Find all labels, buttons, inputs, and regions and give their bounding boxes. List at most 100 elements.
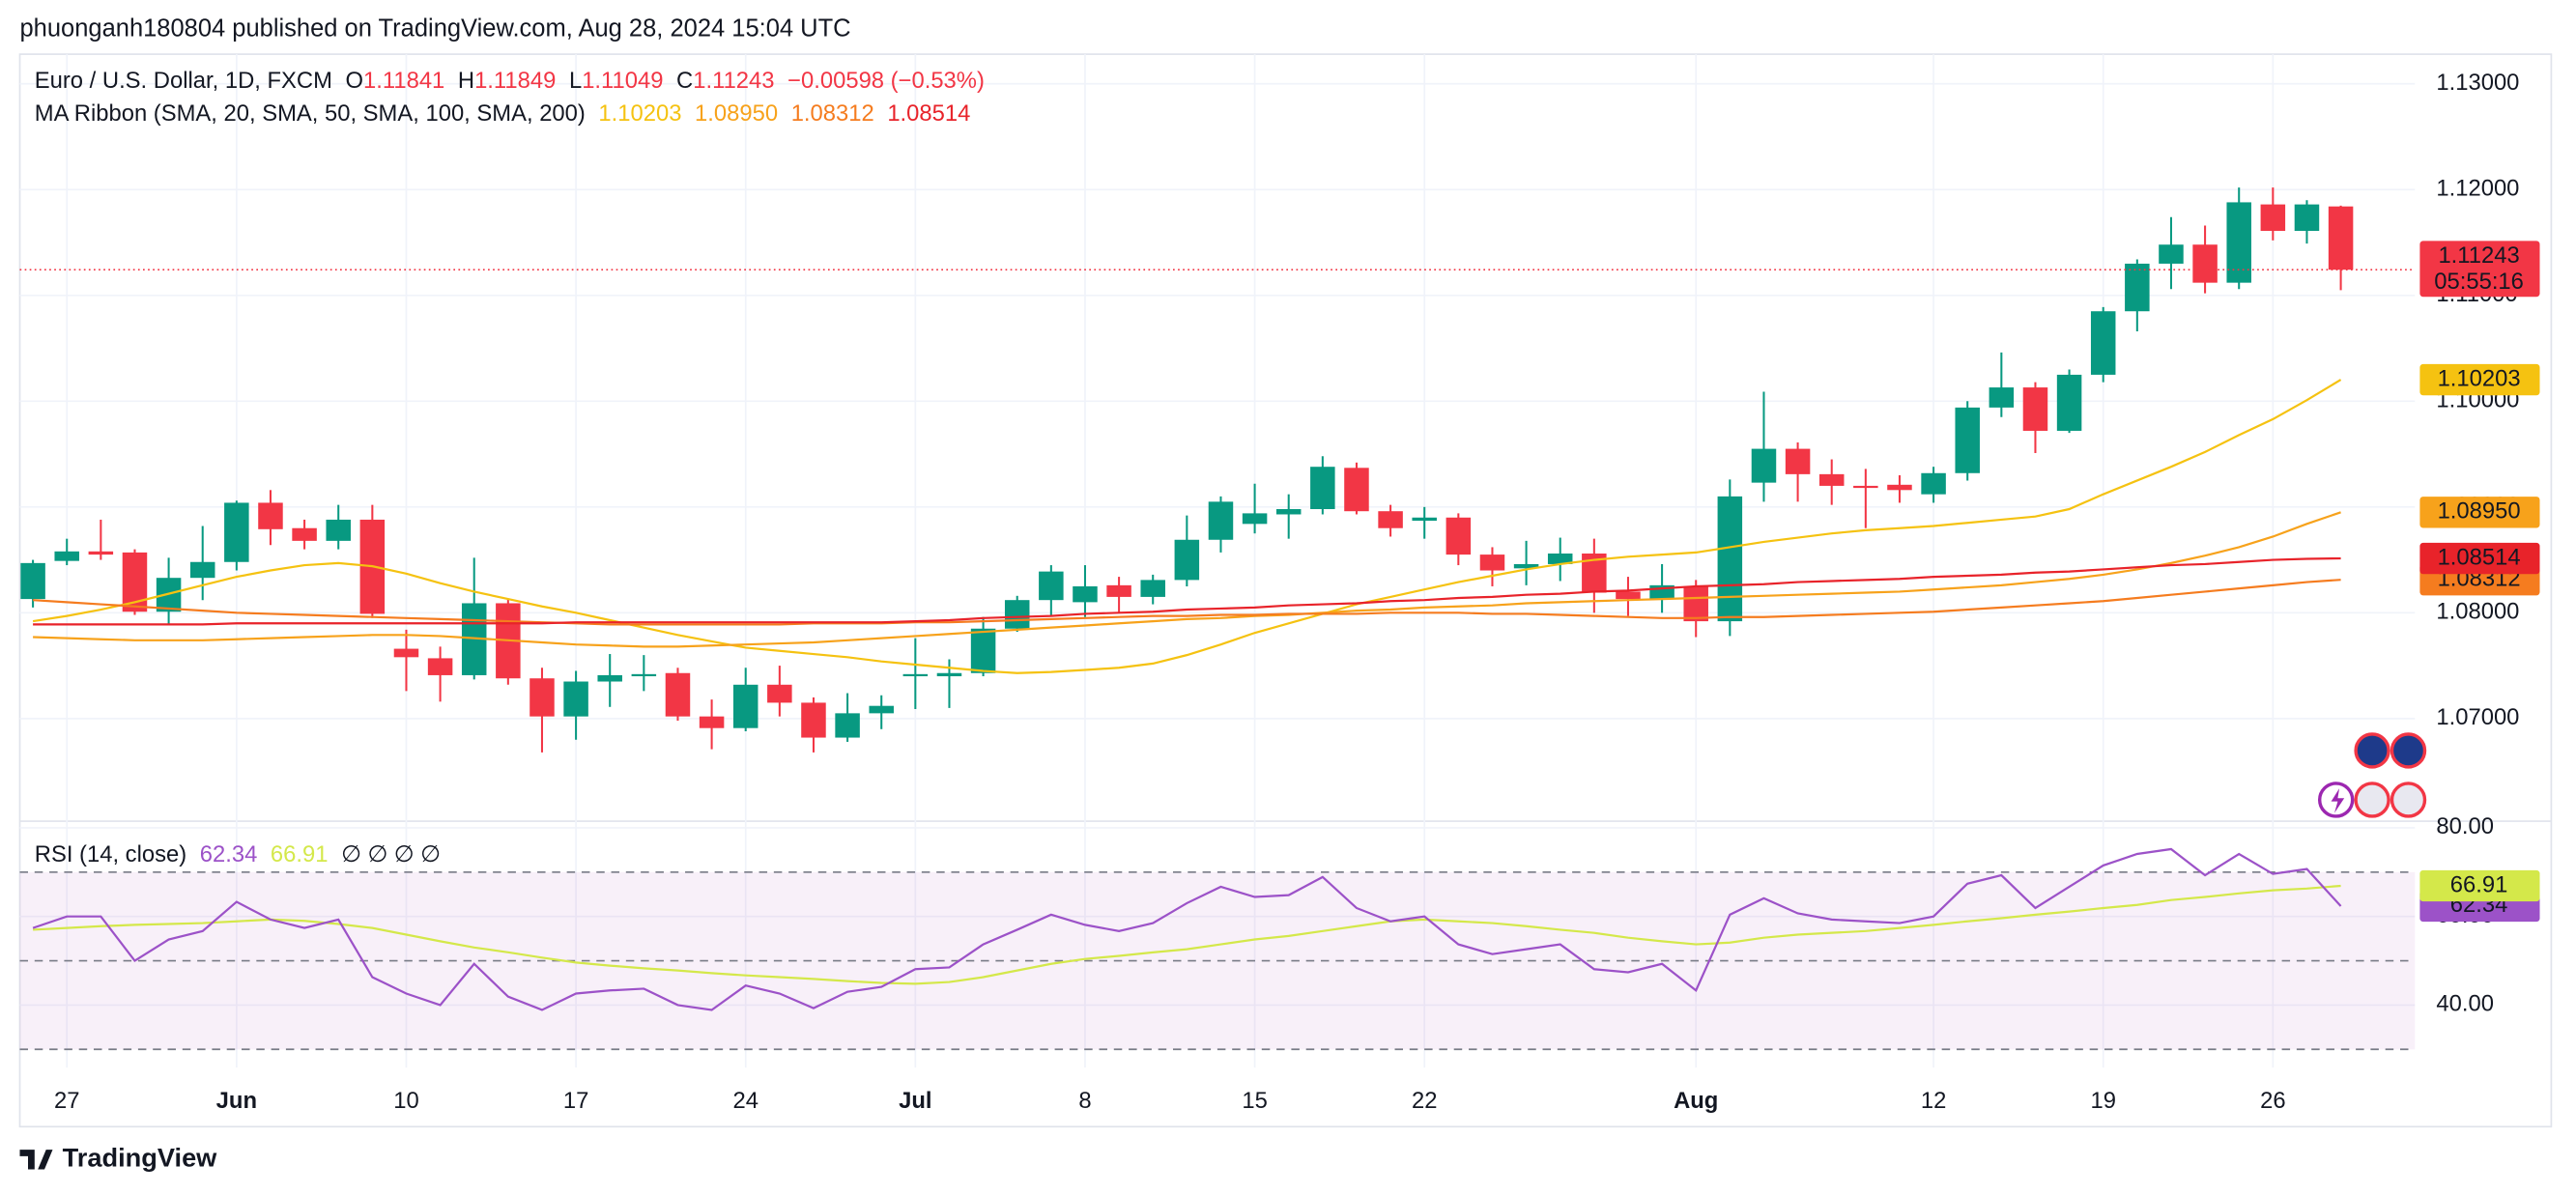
candle-body [1073,585,1098,603]
ohlc-label: L [569,68,582,94]
candle-body [1039,571,1064,601]
rsi-value: 66.91 [271,841,329,867]
symbol-legend: Euro / U.S. Dollar, 1D, FXCM O1.11841 H1.1… [35,68,985,94]
candle-body [2022,387,2048,431]
rsi-line [33,884,2341,985]
currency-icons [2317,732,2427,818]
price-tag: 1.08950 [2419,497,2540,528]
candle-body [20,562,45,600]
tag-text: 66.91 [2450,871,2508,897]
candle-body [88,551,114,555]
rsi-legend: RSI (14, close) 62.34 66.91 ∅ ∅ ∅ ∅ [35,841,441,867]
logo-mark [19,1150,53,1170]
ma-legend: MA Ribbon (SMA, 20, SMA, 50, SMA, 100, S… [35,100,971,127]
ohlc-value: 1.11243 [693,68,774,94]
usd-icon [2354,782,2390,818]
candle-body [189,561,215,579]
candle-body [258,502,283,529]
candle-body [1955,407,1980,473]
candle-body [1989,387,2015,408]
ma-line [32,379,2342,674]
candle-body [1412,517,1437,522]
tag-text: 1.08514 [2438,544,2521,570]
indicator-name: MA Ribbon (SMA, 20, SMA, 50, SMA, 100, S… [35,100,586,127]
candle-body [292,527,317,541]
x-tick-label: 24 [732,1088,758,1114]
candle-body [1445,517,1472,555]
candle-body [2260,204,2286,231]
change: −0.00598 (−0.53%) [787,68,985,94]
publish-header: phuonganh180804 published on TradingView… [19,14,850,42]
rsi-value: 62.34 [200,841,258,867]
ohlc-label: H [458,68,474,94]
candle-body [2192,244,2218,283]
candle-body [1547,554,1573,564]
candle-body [2125,263,2150,312]
ohlc-value: 1.11049 [582,68,663,94]
rsi-line [32,847,2342,1011]
candle-body [1310,467,1335,510]
candle-body [2294,204,2320,231]
candle-body [1004,600,1030,629]
tag-box [2419,241,2540,298]
candle-body [427,658,453,675]
x-tick-label: 22 [1412,1088,1437,1114]
tag-text: 1.10203 [2438,365,2521,391]
candle-body [1853,485,1878,489]
indicator-name: RSI (14, close) [35,841,186,867]
grid-layer: 27 Jun 10 17 24 Jul 8 15 22 Aug 12 19 26 [19,54,2416,1114]
candle-body [326,519,351,541]
candle-body [970,628,996,673]
x-tick-label: 26 [2260,1088,2285,1114]
tag-box [2419,363,2540,396]
tag-box [2419,542,2540,575]
tag-box [2419,497,2540,528]
x-tick-label: 27 [54,1088,79,1114]
candle-body [1683,585,1708,622]
y-tick-label: 1.12000 [2436,176,2519,202]
candle-body [732,684,758,728]
y-tick-label: 1.08000 [2436,599,2519,625]
candle-body [1818,473,1845,486]
usd-icon [2390,782,2427,818]
candle-body [1717,496,1743,622]
candle-body [801,702,826,738]
x-tick-label: Jun [216,1088,257,1114]
candle-body [2328,206,2354,270]
y-tick-label: 80.00 [2436,813,2494,839]
candle-body [2159,244,2184,264]
candle-body [54,551,79,561]
candle-body [1616,591,1641,600]
bolt [2331,788,2345,813]
ma-value: 1.08950 [695,100,778,127]
price-tag: 1.08514 [2419,542,2540,575]
candle-body [1242,513,1268,525]
x-tick-label: 19 [2090,1088,2115,1114]
candle-body [1106,584,1131,597]
candle-body [2056,374,2082,431]
candle-body [393,648,419,658]
ma-value: 1.08514 [887,100,970,127]
ma-line [33,579,2341,626]
candle-body [597,674,622,682]
eur-icon [2354,732,2390,769]
candle-body [2226,202,2251,283]
candle-body [767,684,792,703]
candle-body [1275,509,1302,515]
candle-body [1208,501,1234,540]
y-tick-label: 1.13000 [2436,70,2519,96]
price-tag: 1.10203 [2419,363,2540,396]
candle-body [563,681,588,717]
price-tag: 66.91 [2419,869,2540,902]
candle-body [699,716,725,728]
ma-value: 1.08312 [791,100,874,127]
tag-text: 1.08950 [2438,498,2521,525]
candle-body [1751,448,1777,483]
legend-title: Euro / U.S. Dollar, 1D, FXCM [35,68,332,94]
y-tick-label: 40.00 [2436,991,2494,1017]
x-tick-label: 12 [1921,1088,1946,1114]
tag-layer: 1.070001.080001.090001.100001.110001.120… [2419,70,2540,1017]
